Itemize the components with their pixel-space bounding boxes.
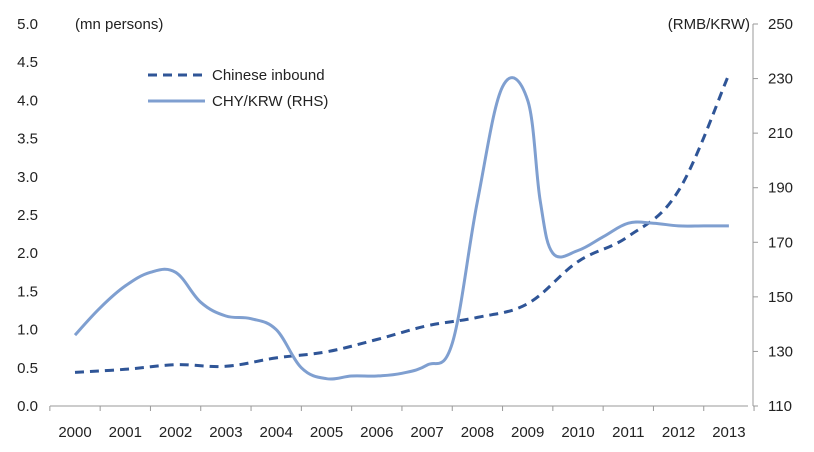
right-tick-label: 150 (768, 289, 793, 306)
x-tick-label: 2011 (612, 424, 644, 441)
right-tick-marks (753, 23, 758, 407)
x-tick-label: 2001 (109, 424, 142, 441)
left-tick-label: 2.0 (17, 245, 38, 262)
x-tick-labels: 2000 2001 2002 2003 2004 2005 2006 2007 2008 2009… (58, 424, 745, 441)
right-tick-label: 190 (768, 180, 793, 197)
left-tick-label: 4.5 (17, 54, 38, 71)
left-tick-label: 4.0 (17, 92, 38, 109)
left-tick-label: 2.5 (17, 207, 38, 224)
legend-label-chinese-inbound: Chinese inbound (212, 67, 325, 84)
right-tick-labels: 110 130 150 170 190 210 230 250 (768, 16, 793, 415)
x-tick-label: 2010 (561, 424, 594, 441)
left-tick-label: 3.0 (17, 169, 38, 186)
x-tick-label: 2007 (410, 424, 443, 441)
x-tick-marks (49, 406, 755, 411)
series-line-chy-krw-rhs (73, 76, 729, 381)
right-axis-unit-label: (RMB/KRW) (668, 16, 750, 33)
x-tick-label: 2005 (310, 424, 343, 441)
right-tick-label: 230 (768, 71, 793, 88)
x-tick-label: 2004 (260, 424, 293, 441)
left-axis-unit-label: (mn persons) (75, 16, 163, 33)
series-layer (73, 73, 731, 381)
right-tick-label: 130 (768, 343, 793, 360)
legend: Chinese inbound CHY/KRW (RHS) (148, 67, 328, 110)
x-tick-label: 2003 (209, 424, 242, 441)
x-tick-label: 2008 (461, 424, 494, 441)
left-tick-label: 5.0 (17, 16, 38, 33)
series-line-chinese-inbound (74, 73, 731, 374)
left-tick-label: 1.5 (17, 283, 38, 300)
x-tick-label: 2012 (662, 424, 695, 441)
x-tick-label: 2013 (712, 424, 745, 441)
x-tick-label: 2000 (58, 424, 91, 441)
right-tick-label: 250 (768, 16, 793, 33)
legend-label-chy-krw: CHY/KRW (RHS) (212, 93, 328, 110)
left-tick-label: 3.5 (17, 131, 38, 148)
left-tick-label: 0.5 (17, 360, 38, 377)
x-tick-label: 2002 (159, 424, 192, 441)
left-tick-label: 1.0 (17, 322, 38, 339)
x-tick-label: 2006 (360, 424, 393, 441)
right-tick-label: 210 (768, 125, 793, 142)
right-tick-label: 170 (768, 234, 793, 251)
left-tick-label: 0.0 (17, 398, 38, 415)
axes (50, 24, 754, 407)
x-tick-label: 2009 (511, 424, 544, 441)
right-tick-label: 110 (768, 398, 792, 415)
left-tick-labels: 0.0 0.5 1.0 1.5 2.0 2.5 3.0 3.5 4.0 4.5 5.0 (17, 16, 38, 415)
